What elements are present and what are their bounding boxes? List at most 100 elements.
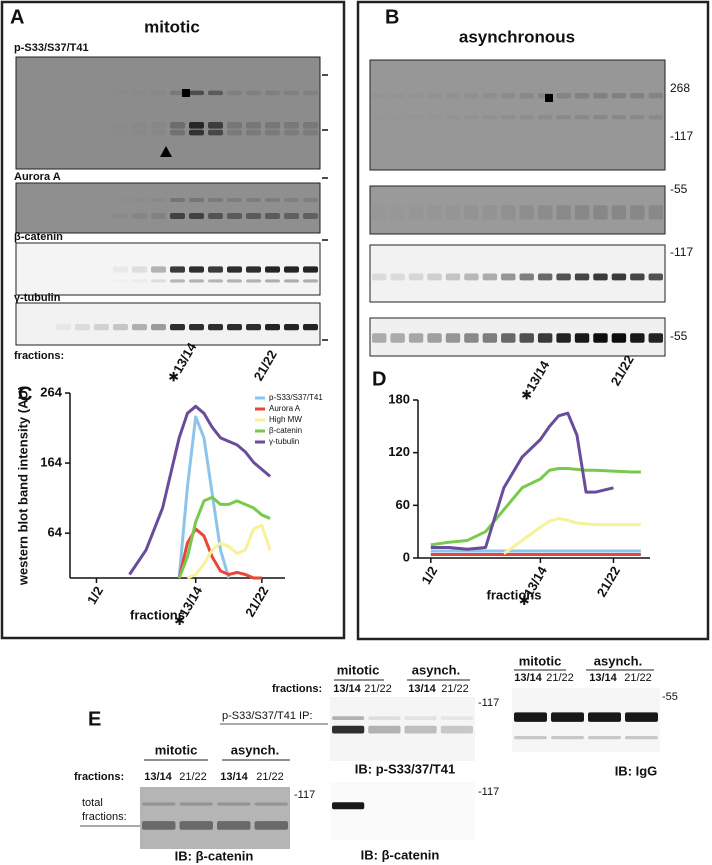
- blot-band: [409, 115, 423, 119]
- blot-band: [94, 324, 109, 331]
- blot-band: [574, 205, 590, 220]
- blot-band: [170, 121, 185, 129]
- blot-band: [537, 115, 553, 120]
- panel-title: mitotic: [144, 17, 200, 36]
- blot-band: [519, 273, 534, 281]
- blot-band: [625, 736, 658, 740]
- igg-panel: mitotic asynch. 13/14 21/22 13/14 21/22 …: [514, 653, 678, 778]
- x-tick-label: 21/22: [242, 584, 271, 620]
- blot-band: [208, 324, 223, 331]
- blot-band: [593, 333, 608, 343]
- blot-band: [303, 324, 318, 331]
- fractions-label: fractions:: [74, 771, 124, 783]
- blot-band: [588, 712, 621, 722]
- blot-band: [227, 121, 242, 129]
- blot-band: [132, 91, 147, 95]
- blot-band: [303, 121, 318, 129]
- blot-band: [208, 90, 223, 96]
- blot-band: [132, 122, 147, 129]
- blot-band: [303, 129, 318, 136]
- y-tick-label: 64: [48, 525, 63, 540]
- fraction-label: 13/14: [589, 672, 617, 684]
- blot-band: [284, 266, 299, 273]
- blot-band: [501, 273, 516, 281]
- marker-label: -117: [670, 245, 693, 259]
- blot-band: [56, 324, 71, 331]
- blot-band: [151, 130, 166, 136]
- blot-band: [265, 279, 280, 283]
- blot-band: [648, 333, 663, 343]
- ib-label: IB: IgG: [615, 763, 658, 778]
- blot-band: [246, 129, 261, 136]
- blot-band: [265, 324, 280, 331]
- blot-band: [372, 115, 386, 119]
- blot-band: [440, 725, 473, 734]
- ib-label: IB: β-catenin: [175, 848, 254, 863]
- blot-band: [501, 333, 516, 343]
- marker-label: 268: [670, 81, 690, 95]
- row-label: fractions:: [82, 811, 127, 823]
- fraction-label: 21/22: [364, 683, 392, 695]
- blot-band: [648, 205, 663, 220]
- blot-band: [648, 93, 663, 99]
- data-line: [128, 404, 272, 576]
- data-line: [430, 466, 641, 547]
- blot-band: [404, 716, 437, 721]
- blot-band: [132, 279, 147, 282]
- blot-band: [113, 266, 128, 273]
- blot-band: [611, 115, 627, 120]
- blot-band: [189, 279, 204, 283]
- fraction-label: 13/14: [220, 771, 248, 783]
- y-tick-label: 180: [388, 391, 410, 406]
- blot-band: [501, 93, 516, 99]
- band-marker: [545, 94, 553, 102]
- blot-band: [390, 93, 404, 99]
- fraction-label: 21/22: [546, 672, 574, 684]
- blot-band: [482, 93, 498, 99]
- blot-band: [372, 93, 386, 99]
- blot-band: [284, 129, 299, 136]
- blot: [369, 59, 666, 171]
- blot-band: [151, 213, 166, 219]
- group-label: asynch.: [594, 653, 642, 668]
- blot-band: [132, 130, 147, 136]
- data-line: [186, 523, 272, 580]
- blot-band: [593, 115, 608, 120]
- legend-label: γ-tubulin: [269, 437, 299, 446]
- blot-band: [132, 324, 147, 331]
- blot-band: [574, 93, 590, 99]
- blot-band: [170, 90, 185, 96]
- blot-band: [189, 198, 204, 202]
- blot-band: [227, 266, 242, 273]
- blot-band: [446, 93, 460, 99]
- blot-band: [170, 266, 185, 273]
- legend-label: Aurora A: [269, 404, 301, 413]
- blot-band: [265, 213, 280, 219]
- blot-band: [208, 198, 223, 202]
- panel-frame: [356, 0, 710, 641]
- blot-band: [332, 802, 365, 810]
- data-line: [177, 495, 271, 579]
- data-line: [502, 517, 641, 555]
- blot-band: [227, 324, 242, 331]
- blot-band: [284, 213, 299, 219]
- blot-label: p-S33/S37/T41: [14, 42, 89, 54]
- blot-band: [372, 205, 386, 219]
- group-label: mitotic: [155, 742, 198, 757]
- blot-band: [537, 333, 553, 343]
- blot-band: [464, 93, 479, 99]
- blots: [15, 56, 666, 849]
- x-axis-label: fractions: [130, 607, 185, 622]
- blot-band: [189, 90, 204, 96]
- x-tick-label: 1/2: [418, 564, 440, 587]
- blot-band: [611, 333, 627, 343]
- data-line: [177, 415, 231, 579]
- blot-band: [556, 205, 571, 220]
- blot-band: [265, 266, 280, 273]
- blot-band: [611, 273, 627, 281]
- y-tick-label: 0: [403, 549, 410, 564]
- blot-band: [390, 115, 404, 119]
- blot-band: [265, 90, 280, 96]
- blot-band: [246, 198, 261, 202]
- blot-band: [630, 115, 645, 120]
